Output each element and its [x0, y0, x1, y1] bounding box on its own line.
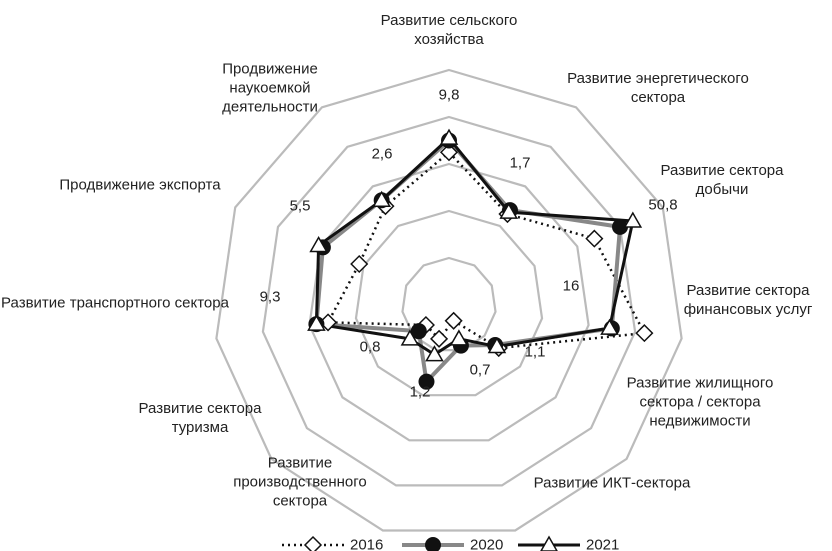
- marker: [487, 337, 507, 354]
- marker: [449, 329, 469, 346]
- marker: [400, 329, 420, 346]
- grid-ring: [401, 256, 497, 352]
- marker: [425, 345, 444, 362]
- axis-label: Продвижение экспорта: [59, 176, 221, 194]
- series-line: [326, 151, 646, 350]
- legend-marker: [540, 535, 558, 551]
- series-line: [314, 136, 635, 357]
- value-annotation: 5,5: [289, 197, 311, 215]
- grid-ring: [261, 115, 637, 487]
- value-annotation: 16: [562, 277, 580, 295]
- axis-label: Развитие сектора финансовых услуг: [683, 282, 813, 318]
- axis-label: Развитие сельского хозяйства: [380, 12, 518, 48]
- axis-label: Развитие сектора туризма: [138, 400, 262, 436]
- marker: [635, 324, 654, 343]
- grid-ring: [308, 162, 590, 442]
- legend-label: 2021: [586, 536, 620, 551]
- marker: [444, 311, 463, 330]
- value-annotation: 0,7: [469, 361, 491, 379]
- axis-label: Развитие транспортного сектора: [1, 294, 229, 312]
- value-annotation: 2,6: [371, 145, 393, 163]
- series-line: [314, 138, 623, 384]
- value-annotation: 50,8: [648, 196, 678, 214]
- marker: [623, 211, 643, 228]
- value-annotation: 1,7: [509, 154, 531, 172]
- marker: [309, 235, 328, 253]
- marker: [585, 229, 604, 248]
- axis-label: Развитие производственного сектора: [233, 454, 367, 510]
- axis-label: Развитие ИКТ-сектора: [533, 474, 691, 492]
- marker: [430, 329, 449, 348]
- grid-ring: [354, 209, 544, 397]
- marker: [439, 128, 459, 145]
- value-annotation: 9,8: [438, 86, 460, 104]
- legend-marker: [425, 537, 441, 551]
- value-annotation: 1,2: [409, 383, 431, 401]
- marker: [350, 254, 369, 274]
- axis-label: Продвижение наукоемкой деятельности: [222, 60, 318, 116]
- value-annotation: 1,1: [524, 343, 546, 361]
- legend-marker: [303, 535, 323, 551]
- marker: [439, 143, 459, 162]
- marker: [499, 202, 519, 219]
- grid-ring: [215, 68, 683, 532]
- value-annotation: 9,3: [259, 288, 281, 306]
- marker: [307, 314, 326, 331]
- marker: [600, 318, 619, 335]
- value-annotation: 0,8: [359, 338, 381, 356]
- marker: [410, 323, 427, 340]
- legend-label: 2020: [470, 536, 504, 551]
- axis-label: Развитие энергетического сектора: [567, 70, 749, 106]
- marker: [372, 190, 391, 207]
- axis-label: Развитие жилищного сектора / сектора нед…: [626, 374, 774, 430]
- legend-label: 2016: [350, 536, 384, 551]
- marker: [418, 373, 435, 390]
- axis-label: Развитие сектора добычи: [660, 162, 784, 198]
